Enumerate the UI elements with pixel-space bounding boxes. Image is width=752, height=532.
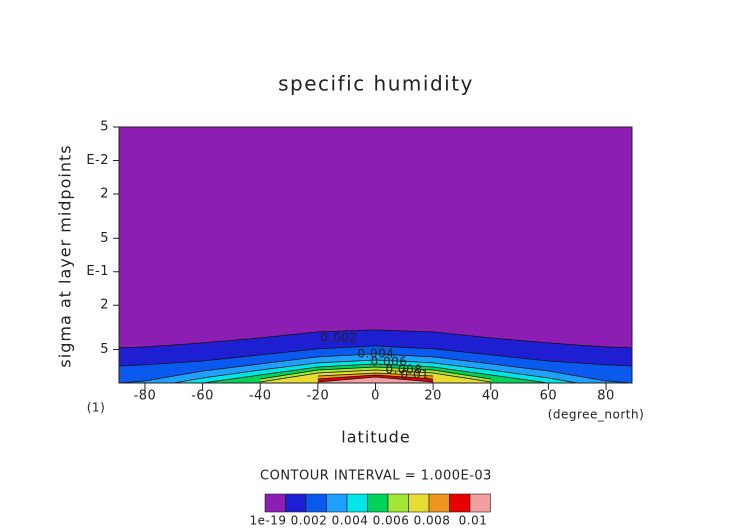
panel-label: (1) [87, 401, 106, 415]
contour-line [260, 366, 491, 380]
contour-fill [317, 377, 434, 383]
contour-line [317, 376, 434, 383]
contour-label: 0.002 [321, 330, 358, 344]
x-tick-label: 0 [371, 389, 380, 404]
y-tick-label: E-2 [86, 153, 109, 168]
x-tick-label: 20 [424, 389, 442, 404]
contour-line [317, 374, 434, 380]
x-axis-title: latitude [341, 428, 410, 447]
x-tick-label: -20 [306, 389, 329, 404]
colorbar-label: 0.01 [459, 514, 488, 528]
contour-label: 0.004 [358, 346, 395, 360]
colorbar-box [367, 493, 389, 513]
colorbar-label: 0.002 [291, 514, 328, 528]
x-tick-label: -40 [249, 389, 272, 404]
y-tick-label: 5 [100, 342, 109, 357]
chart-title: specific humidity [278, 72, 474, 96]
x-tick-label: -60 [191, 389, 214, 404]
contour-line [118, 353, 633, 384]
colorbar-box [408, 493, 430, 513]
x-tick-label: 40 [482, 389, 500, 404]
colorbar-label: 0.008 [414, 514, 451, 528]
y-tick-label: 2 [100, 298, 109, 313]
contour-line [317, 372, 434, 377]
y-tick-label: 5 [100, 231, 109, 246]
colorbar-box [326, 493, 348, 513]
contour-line [173, 359, 578, 384]
colorbar-box [285, 493, 307, 513]
contour-note: CONTOUR INTERVAL = 1.000E-03 [260, 469, 492, 484]
colorbar-label: 0.006 [373, 514, 410, 528]
colorbar-box [428, 493, 450, 513]
contour-label: 0.008 [386, 362, 423, 376]
colorbar-label: 1e-19 [249, 514, 286, 528]
x-units: (degree_north) [548, 408, 645, 422]
y-tick-label: 5 [100, 120, 109, 135]
x-tick-label: 60 [540, 389, 558, 404]
colorbar-label: 0.004 [332, 514, 369, 528]
colorbar-box [469, 493, 491, 513]
y-axis-title: sigma at layer midpoints [56, 144, 75, 367]
contour-line [118, 345, 633, 367]
contour-label: 0.006 [371, 354, 408, 368]
y-tick-label: E-1 [86, 264, 109, 279]
contour-line [260, 369, 491, 383]
colorbar-box [387, 493, 409, 513]
contour-line [202, 363, 549, 384]
x-tick-label: 80 [597, 389, 615, 404]
contour-line [118, 329, 633, 349]
contour-label: 0.01 [401, 367, 430, 381]
colorbar-box [305, 493, 327, 513]
y-tick-label: 2 [100, 186, 109, 201]
colorbar-box [264, 493, 286, 513]
colorbar-box [346, 493, 368, 513]
x-tick-label: -80 [134, 389, 157, 404]
colorbar-box [449, 493, 471, 513]
